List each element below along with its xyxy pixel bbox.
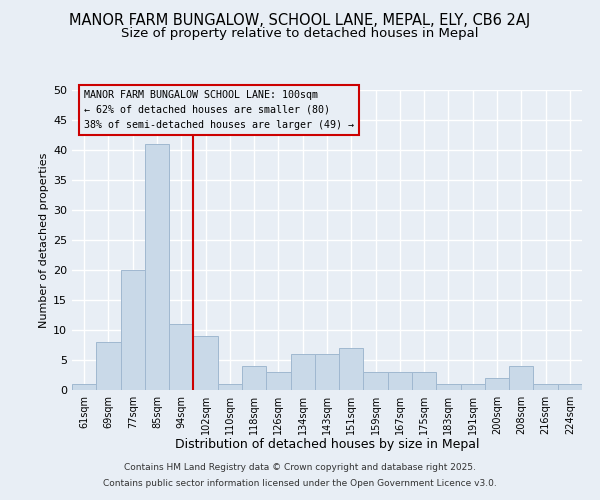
Bar [121, 270, 145, 390]
Bar [218, 384, 242, 390]
Bar [266, 372, 290, 390]
Bar [193, 336, 218, 390]
Bar [96, 342, 121, 390]
Bar [315, 354, 339, 390]
Text: MANOR FARM BUNGALOW, SCHOOL LANE, MEPAL, ELY, CB6 2AJ: MANOR FARM BUNGALOW, SCHOOL LANE, MEPAL,… [70, 12, 530, 28]
Bar [242, 366, 266, 390]
Y-axis label: Number of detached properties: Number of detached properties [39, 152, 49, 328]
Bar [412, 372, 436, 390]
Bar [388, 372, 412, 390]
Bar [485, 378, 509, 390]
Bar [533, 384, 558, 390]
Bar [169, 324, 193, 390]
Bar [436, 384, 461, 390]
Text: Size of property relative to detached houses in Mepal: Size of property relative to detached ho… [121, 28, 479, 40]
Bar [509, 366, 533, 390]
Text: Contains public sector information licensed under the Open Government Licence v3: Contains public sector information licen… [103, 478, 497, 488]
Bar [364, 372, 388, 390]
Bar [145, 144, 169, 390]
Bar [290, 354, 315, 390]
Bar [72, 384, 96, 390]
Text: MANOR FARM BUNGALOW SCHOOL LANE: 100sqm
← 62% of detached houses are smaller (80: MANOR FARM BUNGALOW SCHOOL LANE: 100sqm … [84, 90, 354, 130]
Bar [558, 384, 582, 390]
X-axis label: Distribution of detached houses by size in Mepal: Distribution of detached houses by size … [175, 438, 479, 452]
Bar [461, 384, 485, 390]
Text: Contains HM Land Registry data © Crown copyright and database right 2025.: Contains HM Land Registry data © Crown c… [124, 464, 476, 472]
Bar [339, 348, 364, 390]
